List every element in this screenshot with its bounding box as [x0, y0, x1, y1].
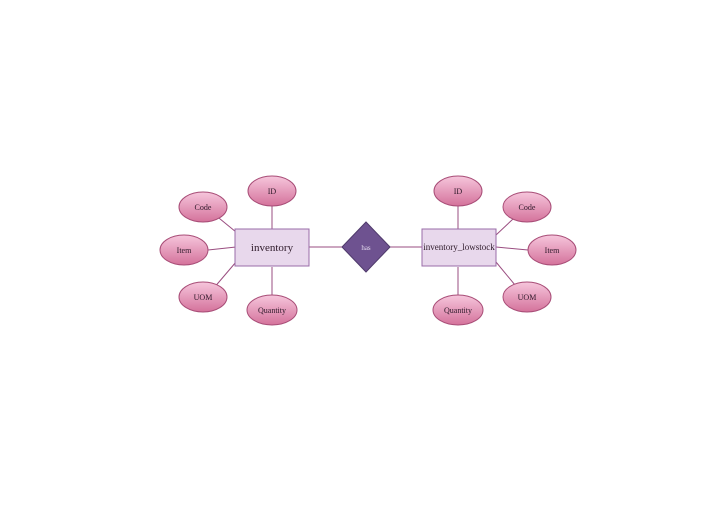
attribute-inventory-quantity[interactable]: Quantity — [246, 294, 298, 326]
attribute-inventory-uom[interactable]: UOM — [178, 281, 228, 313]
relationship-has[interactable]: has — [341, 221, 391, 273]
connector-lowstock-item — [495, 246, 529, 251]
entity-inventory-lowstock[interactable]: inventory_lowstock — [421, 228, 497, 267]
attribute-lowstock-code-label: Code — [519, 203, 536, 212]
attribute-inventory-item-label: Item — [177, 246, 192, 255]
attribute-inventory-item[interactable]: Item — [159, 234, 209, 266]
attribute-lowstock-quantity-label: Quantity — [444, 306, 472, 315]
attribute-inventory-uom-label: UOM — [194, 293, 213, 302]
entity-inventory-lowstock-label: inventory_lowstock — [423, 242, 495, 252]
attribute-inventory-code-label: Code — [195, 203, 212, 212]
relationship-has-label: has — [361, 244, 371, 252]
connector-lowstock-uom — [495, 261, 516, 286]
attribute-inventory-id-label: ID — [268, 187, 277, 196]
attribute-lowstock-id[interactable]: ID — [433, 175, 483, 207]
attribute-lowstock-id-label: ID — [454, 187, 463, 196]
connector-inventory-item — [207, 246, 237, 251]
attribute-inventory-quantity-label: Quantity — [258, 306, 286, 315]
attribute-lowstock-uom-label: UOM — [518, 293, 537, 302]
attribute-lowstock-item[interactable]: Item — [527, 234, 577, 266]
attribute-lowstock-code[interactable]: Code — [502, 191, 552, 223]
connector-lowstock-code — [495, 218, 514, 236]
attribute-lowstock-item-label: Item — [545, 246, 560, 255]
attribute-lowstock-uom[interactable]: UOM — [502, 281, 552, 313]
attribute-inventory-id[interactable]: ID — [247, 175, 297, 207]
attribute-inventory-code[interactable]: Code — [178, 191, 228, 223]
attribute-lowstock-quantity[interactable]: Quantity — [432, 294, 484, 326]
entity-inventory-label: inventory — [251, 242, 294, 254]
entity-inventory[interactable]: inventory — [234, 228, 310, 267]
